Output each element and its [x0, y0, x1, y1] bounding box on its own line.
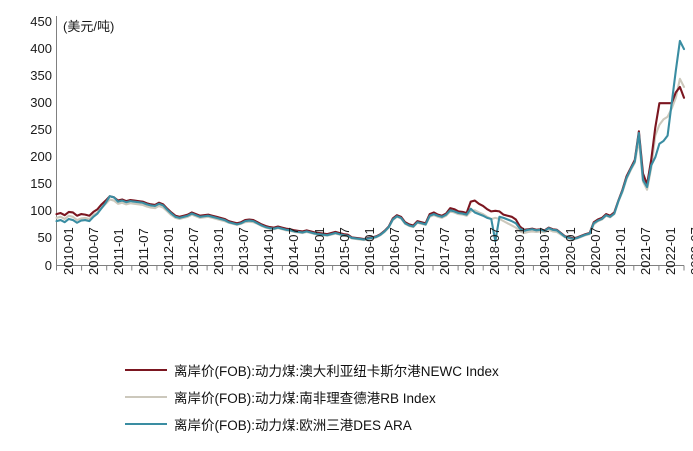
y-axis-tick-labels: 0 50 100 150 200 250 300 350 400 450	[14, 0, 52, 451]
x-axis-tick-label: 2012-07	[186, 226, 201, 275]
series-line	[55, 39, 686, 243]
y-axis-tick-label: 250	[30, 122, 52, 138]
y-axis-tick-label: 200	[30, 149, 52, 165]
x-axis-tick-label: 2013-01	[211, 226, 227, 275]
x-axis-tick-label: 2015-01	[311, 226, 327, 275]
legend-item[interactable]: 离岸价(FOB):动力煤:欧洲三港DES ARA	[125, 410, 685, 437]
x-axis-tick-label: 2021-01	[612, 226, 628, 275]
legend-color-swatch	[125, 395, 167, 398]
x-axis-tick-label: 2019-07	[537, 226, 553, 275]
x-axis-tick-label: 2011-07	[135, 227, 151, 275]
x-axis-tick-label: 2021-07	[637, 226, 653, 275]
y-axis-tick-label: 50	[37, 230, 52, 246]
x-axis-tick-label: 2012-01	[160, 226, 176, 275]
x-axis-tick-label: 2014-07	[286, 226, 302, 275]
legend-color-swatch	[125, 368, 167, 371]
legend-item[interactable]: 离岸价(FOB):动力煤:南非理查德港RB Index	[125, 383, 685, 410]
legend-label: 离岸价(FOB):动力煤:南非理查德港RB Index	[174, 390, 436, 406]
chart-legend: 离岸价(FOB):动力煤:澳大利亚纽卡斯尔港NEWC Index 离岸价(FOB)…	[125, 356, 685, 437]
x-axis-tick-label: 2020-07	[587, 226, 603, 275]
x-axis-tick-label: 2018-01	[462, 226, 478, 275]
y-axis-tick-label: 400	[30, 41, 52, 57]
y-axis-tick-label: 0	[44, 257, 52, 273]
x-axis-tick-label: 2016-01	[361, 226, 377, 275]
y-axis-tick-label: 100	[30, 203, 52, 219]
legend-label: 离岸价(FOB):动力煤:澳大利亚纽卡斯尔港NEWC Index	[174, 363, 499, 379]
x-axis-tick-label: 2019-01	[512, 226, 528, 275]
legend-color-swatch	[125, 422, 167, 425]
chart-axes	[56, 16, 685, 271]
x-axis-tick-label: 2020-01	[562, 226, 578, 275]
x-axis-tick-label: 2016-07	[386, 226, 402, 275]
x-axis-tick-label: 2022-07	[688, 226, 693, 275]
legend-item[interactable]: 离岸价(FOB):动力煤:澳大利亚纽卡斯尔港NEWC Index	[125, 356, 685, 383]
x-axis-tick-label: 2015-07	[336, 226, 352, 275]
x-axis-tick-label: 2017-07	[437, 226, 452, 275]
y-axis-tick-label: 450	[30, 14, 52, 29]
y-axis-tick-label: 300	[30, 95, 52, 111]
x-axis-tick-label: 2013-07	[236, 226, 252, 275]
y-axis-tick-label: 150	[30, 176, 52, 192]
x-axis-tick-label: 2014-01	[261, 226, 277, 275]
legend-label: 离岸价(FOB):动力煤:欧洲三港DES ARA	[174, 417, 412, 433]
x-axis-tick-label: 2017-01	[411, 226, 427, 275]
y-axis-tick-label: 350	[30, 68, 52, 84]
x-axis-tick-label: 2018-07	[487, 226, 503, 275]
x-axis-tick-label: 2010-01	[60, 226, 76, 275]
x-axis-tick-label: 2010-07	[85, 226, 101, 275]
y-axis-unit-label: (美元/吨)	[63, 19, 115, 34]
x-axis-tick-label: 2022-01	[662, 226, 678, 275]
x-axis-tick-label: 2011-01	[110, 227, 126, 275]
